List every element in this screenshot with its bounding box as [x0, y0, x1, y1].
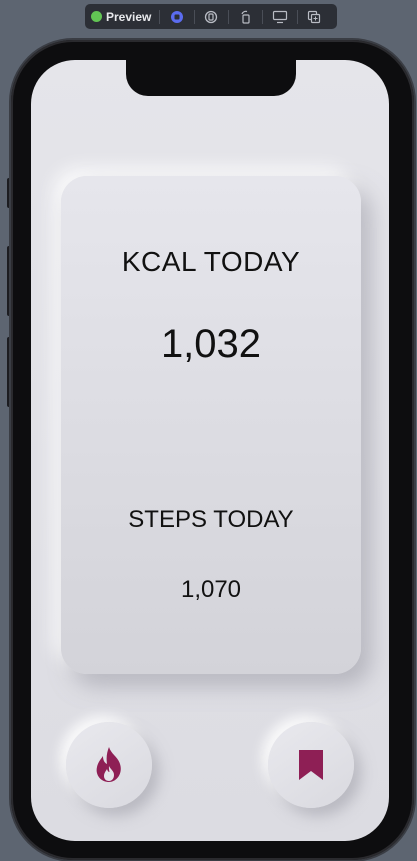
stats-card: KCAL TODAY 1,032 STEPS TODAY 1,070 [61, 176, 361, 674]
phone-side-button [7, 337, 11, 407]
kcal-value: 1,032 [160, 322, 262, 366]
rotate-icon [241, 10, 250, 24]
preview-status: Preview [91, 10, 159, 24]
toolbar-divider [262, 9, 264, 24]
toolbar-divider [228, 9, 230, 24]
phone-side-button [7, 246, 11, 316]
preview-label: Preview [106, 9, 152, 24]
bookmark-button[interactable] [268, 722, 354, 808]
phone-screen: KCAL TODAY 1,032 STEPS TODAY 1,070 [31, 60, 389, 841]
calories-button[interactable] [66, 722, 152, 808]
bookmark-icon [299, 750, 323, 780]
toolbar-divider [159, 9, 161, 24]
flame-icon [96, 747, 121, 782]
phone-notch [126, 60, 296, 96]
preview-toolbar: Preview [85, 4, 337, 29]
duplicate-button[interactable] [298, 7, 331, 27]
device-settings-icon [272, 10, 288, 23]
live-preview-button[interactable] [160, 7, 193, 27]
toolbar-divider [193, 9, 195, 24]
kcal-label: KCAL TODAY [121, 246, 301, 277]
steps-label: STEPS TODAY [128, 506, 294, 533]
steps-value: 1,070 [180, 576, 242, 603]
rotate-button[interactable] [229, 7, 262, 27]
phone-side-button [7, 178, 11, 208]
duplicate-icon [308, 10, 321, 23]
selectable-icon [205, 10, 218, 23]
live-preview-icon [171, 10, 184, 23]
selectable-button[interactable] [195, 7, 228, 27]
device-settings-button[interactable] [263, 7, 296, 27]
toolbar-divider [296, 9, 298, 24]
status-dot-icon [91, 11, 102, 22]
